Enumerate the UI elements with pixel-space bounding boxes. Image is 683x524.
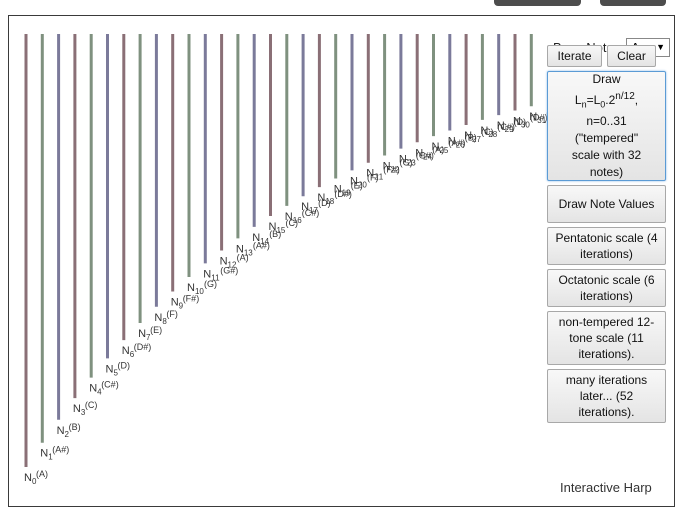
note-name-26: (B) (465, 132, 477, 142)
note-name-7: (E) (150, 325, 162, 335)
many-iterations-button[interactable]: many iterations later... (52 iterations)… (547, 369, 666, 423)
note-label-7: N7 (138, 328, 151, 342)
app-title: Interactive Harp (560, 480, 652, 495)
note-label-27: N27 (464, 130, 481, 144)
note-label-9: N9 (171, 296, 184, 310)
note-name-0: (A) (36, 469, 48, 479)
note-label-23: N23 (399, 154, 416, 168)
note-name-10: (G) (204, 279, 217, 289)
note-name-28: (C#) (497, 122, 515, 132)
harp-strings-canvas[interactable]: N0(A)N1(A#)N2(B)N3(C)N4(C#)N5(D)N6(D#)N7… (9, 16, 676, 508)
note-label-25: N25 (432, 141, 449, 155)
tempered-line-4: ("tempered" (574, 131, 639, 146)
note-label-26: N26 (448, 135, 465, 149)
note-name-15: (C) (286, 218, 299, 228)
note-label-22: N22 (383, 161, 400, 175)
note-label-8: N8 (154, 312, 167, 326)
note-label-3: N3 (73, 403, 86, 417)
note-name-16: (C#) (302, 208, 320, 218)
octatonic-scale-button[interactable]: Octatonic scale (6 iterations) (547, 269, 666, 307)
note-name-4: (C#) (101, 380, 119, 390)
note-name-20: (F) (367, 172, 379, 182)
note-label-29: N29 (497, 120, 514, 134)
clear-button[interactable]: Clear (607, 45, 656, 67)
note-label-15: N15 (269, 221, 286, 235)
note-label-24: N24 (415, 147, 432, 161)
tempered-line-5: scale with 32 (571, 148, 642, 163)
note-label-17: N17 (301, 201, 318, 215)
note-label-2: N2 (57, 425, 70, 439)
dropdown-arrow-icon: ▼ (656, 42, 665, 52)
note-label-16: N16 (285, 211, 302, 225)
draw-note-values-button[interactable]: Draw Note Values (547, 185, 666, 223)
note-label-18: N18 (317, 192, 334, 206)
note-label-21: N21 (366, 168, 383, 182)
note-label-31: N31 (529, 111, 546, 125)
note-name-18: (D#) (334, 189, 352, 199)
note-label-14: N14 (252, 232, 269, 246)
note-name-23: (G#) (416, 151, 434, 161)
note-name-1: (A#) (52, 445, 69, 455)
note-name-27: (C) (481, 127, 494, 137)
pentatonic-scale-button[interactable]: Pentatonic scale (4 iterations) (547, 227, 666, 265)
top-toolbar-button-2[interactable] (600, 0, 666, 6)
note-label-5: N5 (106, 363, 119, 377)
note-name-19: (E) (351, 180, 363, 190)
note-name-17: (D) (318, 198, 331, 208)
note-name-30: (D#) (530, 113, 548, 123)
tempered-line-6: notes) (589, 165, 624, 180)
note-name-21: (F#) (383, 165, 400, 175)
note-name-2: (B) (69, 422, 81, 432)
note-label-6: N6 (122, 345, 135, 359)
note-name-11: (G#) (220, 265, 238, 275)
note-label-30: N30 (513, 116, 530, 130)
note-label-11: N11 (203, 268, 220, 282)
note-label-4: N4 (89, 383, 102, 397)
tempered-line-3: n=0..31 (586, 114, 627, 129)
note-name-3: (C) (85, 400, 98, 410)
note-label-1: N1 (40, 448, 53, 462)
note-name-24: (A) (432, 144, 444, 154)
note-label-12: N12 (220, 256, 237, 270)
note-name-6: (D#) (134, 342, 152, 352)
note-label-19: N19 (334, 183, 351, 197)
note-name-13: (A#) (253, 240, 270, 250)
tempered-line-1: Draw (592, 71, 621, 86)
note-name-22: (G) (400, 158, 413, 168)
note-name-25: (A#) (449, 138, 466, 148)
top-toolbar-button-1[interactable] (494, 0, 581, 6)
harp-panel: N0 (A) N1 (A#) N2 (B) N3 (C) N4 (C#) N5 (D) N6 (D#) N7… (8, 15, 675, 507)
note-name-14: (B) (269, 229, 281, 239)
note-label-13: N13 (236, 243, 253, 257)
iterate-button[interactable]: Iterate (547, 45, 602, 67)
note-name-9: (F#) (183, 293, 200, 303)
note-label-20: N20 (350, 175, 367, 189)
note-name-12: (A) (237, 253, 249, 263)
note-name-8: (F) (166, 309, 178, 319)
note-label-28: N28 (480, 125, 497, 139)
note-label-10: N10 (187, 282, 204, 296)
non-tempered-scale-button[interactable]: non-tempered 12-tone scale (11 iteration… (547, 311, 666, 365)
note-name-29: (D) (514, 117, 527, 127)
note-label-0: N0 (24, 472, 37, 486)
draw-tempered-scale-button[interactable]: Draw Ln=L0.2n/12, n=0..31 ("tempered" sc… (547, 71, 666, 181)
note-name-5: (D) (118, 360, 131, 370)
tempered-formula: Ln=L0.2n/12, (574, 90, 639, 110)
